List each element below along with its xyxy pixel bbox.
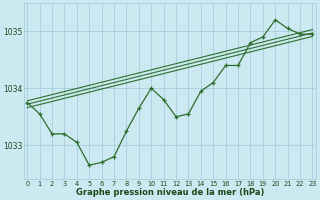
X-axis label: Graphe pression niveau de la mer (hPa): Graphe pression niveau de la mer (hPa) — [76, 188, 264, 197]
